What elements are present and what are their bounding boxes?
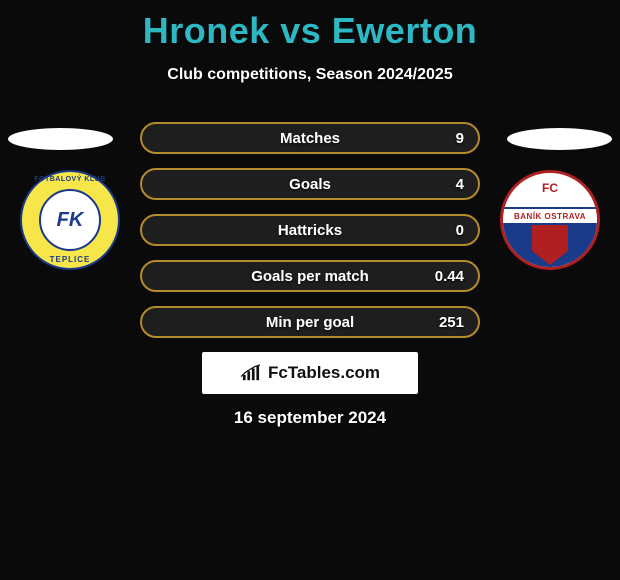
stat-row-goals-per-match: Goals per match 0.44 xyxy=(140,260,480,292)
stat-value: 251 xyxy=(439,314,464,331)
stat-row-goals: Goals 4 xyxy=(140,168,480,200)
stat-value: 0 xyxy=(456,222,464,239)
page-title: Hronek vs Ewerton xyxy=(0,0,620,52)
banik-fc-text: FC xyxy=(503,181,597,195)
teplice-top-text: FOTBALOVÝ KLUB xyxy=(22,176,118,183)
stats-container: Matches 9 Goals 4 Hattricks 0 Goals per … xyxy=(140,122,480,338)
club-logo-right: FC BANÍK OSTRAVA xyxy=(500,170,600,270)
brand-box[interactable]: FcTables.com xyxy=(202,352,418,394)
stat-label: Matches xyxy=(280,130,340,147)
teplice-logo: FOTBALOVÝ KLUB FK TEPLICE xyxy=(20,170,120,270)
player-left-placeholder xyxy=(8,128,113,150)
stat-row-hattricks: Hattricks 0 xyxy=(140,214,480,246)
subtitle: Club competitions, Season 2024/2025 xyxy=(0,66,620,84)
club-logo-left: FOTBALOVÝ KLUB FK TEPLICE xyxy=(20,170,120,270)
banik-band-text: BANÍK OSTRAVA xyxy=(503,209,597,223)
stat-value: 4 xyxy=(456,176,464,193)
stat-value: 0.44 xyxy=(435,268,464,285)
stat-row-min-per-goal: Min per goal 251 xyxy=(140,306,480,338)
brand-text: FcTables.com xyxy=(268,363,380,383)
stat-label: Goals per match xyxy=(251,268,369,285)
stat-label: Hattricks xyxy=(278,222,342,239)
teplice-inner: FK xyxy=(39,189,101,251)
banik-logo: FC BANÍK OSTRAVA xyxy=(500,170,600,270)
stat-label: Goals xyxy=(289,176,331,193)
chart-icon xyxy=(240,364,262,382)
stat-label: Min per goal xyxy=(266,314,354,331)
player-right-placeholder xyxy=(507,128,612,150)
stat-row-matches: Matches 9 xyxy=(140,122,480,154)
teplice-bottom-text: TEPLICE xyxy=(22,255,118,264)
date-text: 16 september 2024 xyxy=(0,408,620,428)
stat-value: 9 xyxy=(456,130,464,147)
